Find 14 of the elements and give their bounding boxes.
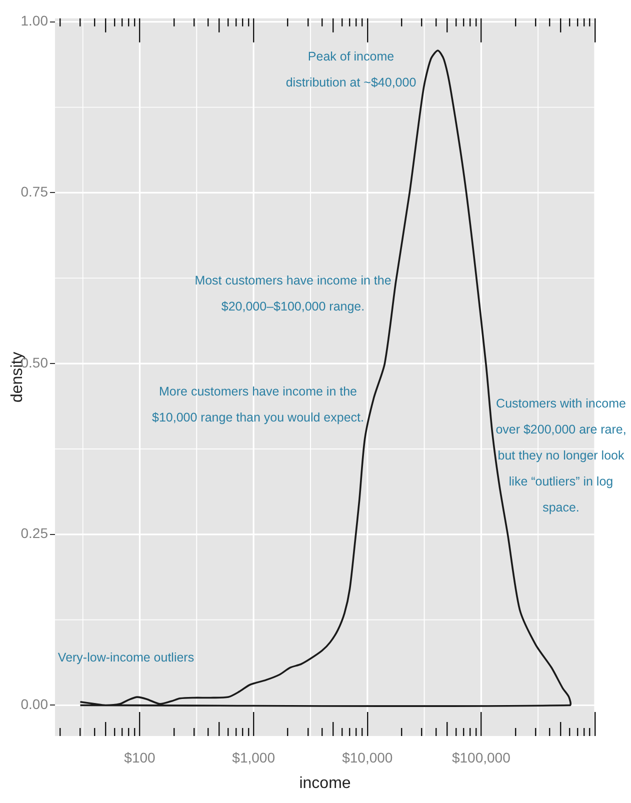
x-tick-label: $100 [124, 749, 156, 766]
x-tick-label: $100,000 [452, 749, 511, 766]
annotation: Peak of income distribution at ~$40,000 [286, 49, 416, 90]
annotation: Customers with income over $200,000 are rare, but they no longer look like “outliers” in log space. [496, 396, 626, 514]
annotation: Very-low-income outliers [58, 650, 194, 664]
x-tick-label: $10,000 [342, 749, 393, 766]
y-tick-label: 0.75 [20, 184, 48, 200]
x-axis-title: income [299, 774, 351, 792]
y-tick-label: 0.00 [20, 696, 48, 712]
annotation: Most customers have income in the $20,000–$100,000 range. [194, 273, 392, 314]
y-tick-label: 1.00 [20, 12, 48, 29]
x-tick-label: $1,000 [232, 749, 276, 766]
annotation: More customers have income in the $10,000 range than you would expect. [152, 384, 364, 424]
y-tick-label: 0.25 [20, 525, 48, 542]
